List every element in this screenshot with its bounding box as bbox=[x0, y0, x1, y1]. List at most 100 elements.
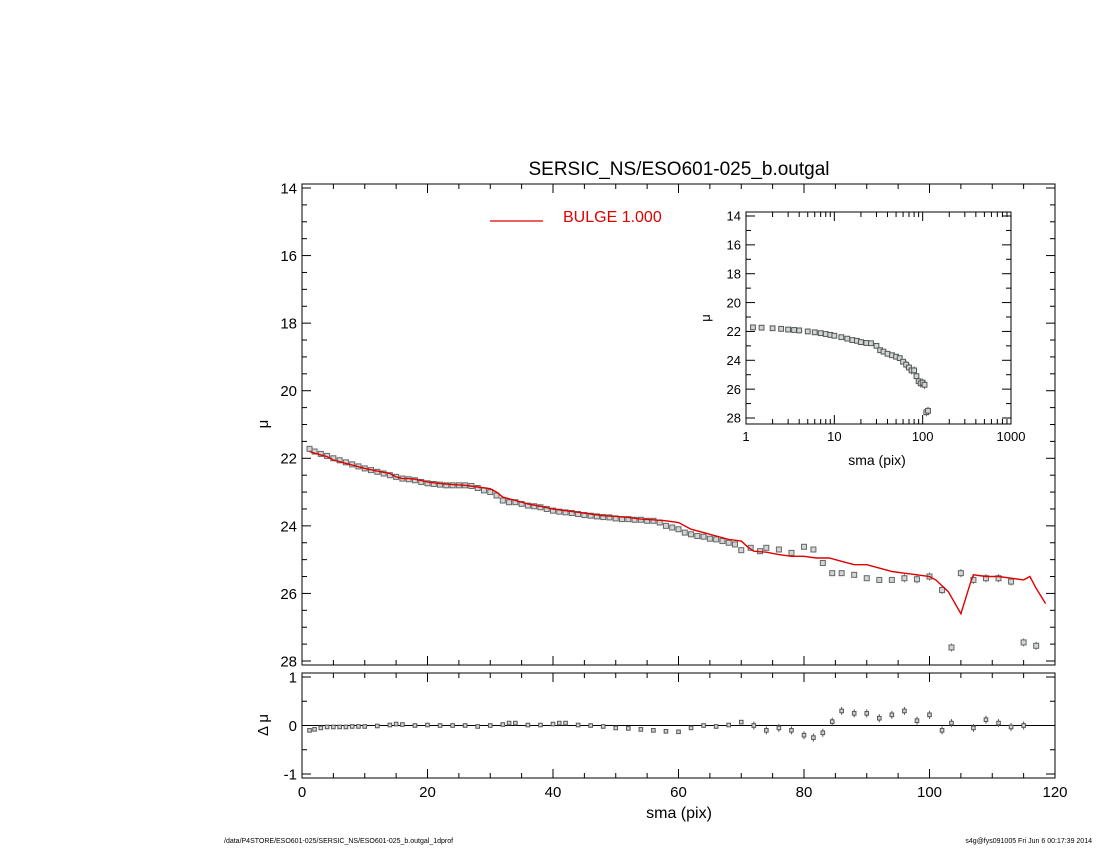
data-point bbox=[788, 549, 795, 556]
x-axis-label: sma (pix) bbox=[646, 805, 712, 822]
data-point bbox=[738, 547, 745, 554]
residual-point bbox=[538, 722, 543, 728]
residual-point bbox=[889, 712, 895, 718]
data-point bbox=[713, 536, 720, 543]
chart-title: SERSIC_NS/ESO601-025_b.outgal bbox=[528, 159, 829, 180]
data-point bbox=[819, 560, 826, 567]
data-point bbox=[982, 575, 989, 582]
inset-point bbox=[811, 329, 818, 336]
data-point bbox=[644, 517, 651, 524]
residual-point bbox=[971, 725, 976, 731]
residual-point bbox=[556, 720, 562, 726]
inset-x-tick-label: 1000 bbox=[997, 429, 1026, 444]
residual-point bbox=[356, 724, 361, 729]
residual-point bbox=[375, 723, 380, 729]
inset-point bbox=[778, 325, 785, 332]
data-point bbox=[669, 524, 676, 531]
inset-y-tick-label: 26 bbox=[727, 382, 741, 397]
inset-point bbox=[858, 339, 864, 346]
inset-point bbox=[785, 326, 792, 333]
inset-point bbox=[873, 342, 880, 349]
residual-y-tick-label: -1 bbox=[284, 766, 297, 783]
data-point bbox=[568, 510, 575, 517]
residual-point bbox=[939, 728, 945, 733]
data-point bbox=[430, 480, 437, 487]
data-point bbox=[801, 543, 807, 550]
residual-point bbox=[563, 720, 568, 726]
residual-y-tick-label: 1 bbox=[289, 669, 297, 686]
data-point bbox=[625, 516, 632, 523]
inset-point bbox=[817, 330, 824, 337]
inset-point bbox=[921, 381, 928, 388]
inset-y-tick-label: 14 bbox=[727, 209, 741, 224]
data-point bbox=[487, 489, 494, 496]
data-point bbox=[1008, 578, 1015, 585]
residual-point bbox=[550, 721, 556, 727]
residual-point bbox=[412, 723, 418, 728]
data-point bbox=[424, 480, 431, 487]
data-point bbox=[662, 522, 669, 529]
inset-point bbox=[844, 335, 851, 342]
data-point bbox=[506, 499, 513, 506]
residual-point bbox=[801, 732, 807, 738]
residual-point bbox=[738, 719, 744, 725]
inset-y-tick-label: 16 bbox=[727, 238, 741, 253]
data-point bbox=[512, 499, 519, 506]
main-panel: SERSIC_NS/ESO601-025_b.outgal BULGE 1.00… bbox=[255, 159, 1056, 670]
main-y-tick-label: 24 bbox=[280, 518, 297, 535]
residual-point bbox=[393, 721, 399, 727]
residual-point bbox=[312, 727, 317, 732]
main-y-tick-label: 22 bbox=[280, 451, 297, 468]
data-point bbox=[725, 539, 732, 546]
data-point bbox=[838, 570, 845, 577]
residual-x-tick-label: 0 bbox=[298, 784, 306, 801]
data-point bbox=[688, 531, 695, 538]
inset-point bbox=[796, 327, 803, 334]
residual-point bbox=[387, 722, 393, 728]
inset-background bbox=[746, 212, 1011, 424]
residual-point bbox=[487, 723, 493, 728]
data-point bbox=[1033, 642, 1040, 649]
main-y-tick-label: 14 bbox=[280, 180, 297, 197]
y-axis-label: μ bbox=[255, 420, 272, 429]
bulge-model-line bbox=[309, 450, 1047, 616]
residual-y-tick-label: 0 bbox=[289, 718, 297, 735]
residual-point bbox=[475, 724, 480, 729]
data-point bbox=[681, 529, 688, 536]
legend-label: BULGE 1.000 bbox=[563, 209, 662, 226]
residual-point bbox=[1008, 724, 1014, 730]
data-point bbox=[606, 514, 613, 521]
residual-point bbox=[525, 722, 531, 728]
data-point bbox=[650, 517, 657, 524]
data-point bbox=[631, 516, 638, 523]
inset-point bbox=[791, 327, 797, 333]
inset-point bbox=[750, 324, 756, 331]
data-point bbox=[1020, 639, 1027, 646]
residual-x-tick-label: 80 bbox=[796, 784, 813, 801]
data-point bbox=[719, 538, 726, 545]
data-point bbox=[443, 482, 450, 489]
inset-point bbox=[911, 367, 918, 374]
residual-point bbox=[437, 723, 443, 728]
residual-point bbox=[902, 708, 907, 714]
residual-point bbox=[588, 723, 593, 728]
residual-point bbox=[400, 722, 405, 727]
data-point bbox=[499, 497, 506, 504]
inset-point bbox=[804, 328, 811, 335]
inset-x-axis-label: sma (pix) bbox=[848, 452, 906, 468]
residual-point bbox=[949, 720, 954, 726]
residual-point bbox=[864, 711, 870, 716]
data-point bbox=[694, 532, 701, 539]
inset-y-axis-label: μ bbox=[698, 314, 713, 322]
data-point bbox=[948, 644, 955, 651]
residual-point bbox=[751, 723, 757, 728]
residual-point bbox=[337, 724, 342, 730]
inset-point bbox=[896, 355, 903, 362]
inset-y-tick-label: 22 bbox=[727, 324, 741, 339]
data-point bbox=[587, 512, 594, 519]
footer-file-path: /data/P4STORE/ESO601-025/SERSIC_NS/ESO60… bbox=[224, 838, 454, 845]
residual-point bbox=[701, 723, 706, 728]
residual-point bbox=[914, 718, 920, 723]
data-point bbox=[700, 533, 707, 540]
